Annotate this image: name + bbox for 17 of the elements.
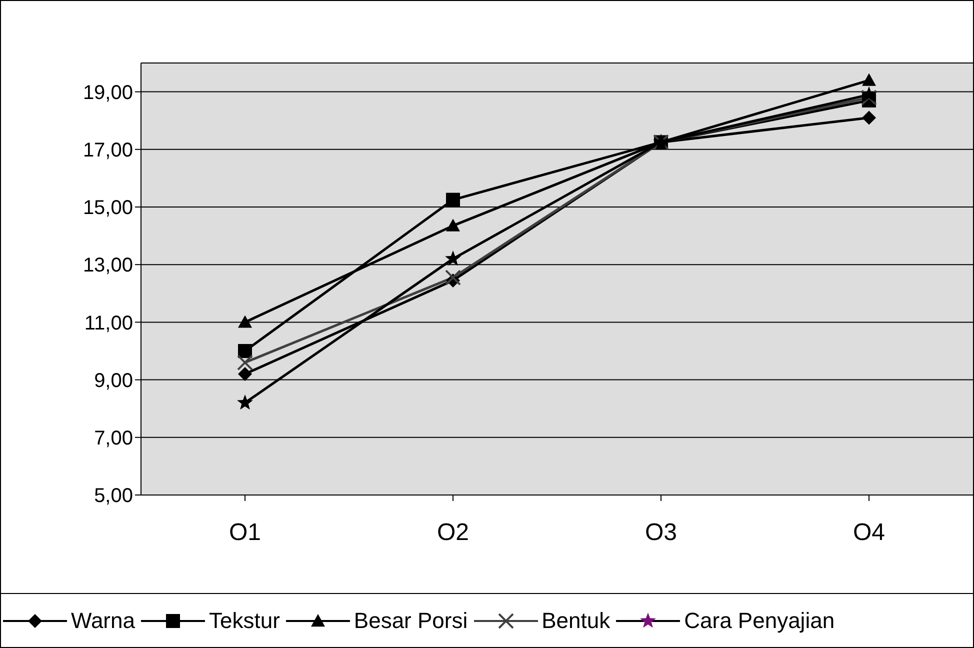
x-tick-label: O4 <box>852 519 886 546</box>
y-tick-label: 17,00 <box>82 140 133 162</box>
y-tick-label: 19,00 <box>82 82 133 104</box>
y-tick-label: 9,00 <box>94 370 133 392</box>
legend-label: Warna <box>71 608 135 634</box>
legend-label: Cara Penyajian <box>684 608 835 634</box>
legend-label: Tekstur <box>208 608 280 634</box>
y-tick-label: 15,00 <box>82 197 133 220</box>
x-tick-label: O2 <box>436 519 470 546</box>
y-tick-label: 11,00 <box>84 312 133 334</box>
y-tick-label: 5,00 <box>94 485 133 508</box>
x-tick-label: O3 <box>644 519 678 546</box>
y-tick-label: 7,00 <box>94 428 133 450</box>
legend-label: Besar Porsi <box>354 608 468 634</box>
y-tick-label: 13,00 <box>82 254 133 277</box>
x-tick-label: O1 <box>228 519 262 546</box>
legend-label: Bentuk <box>542 608 610 634</box>
